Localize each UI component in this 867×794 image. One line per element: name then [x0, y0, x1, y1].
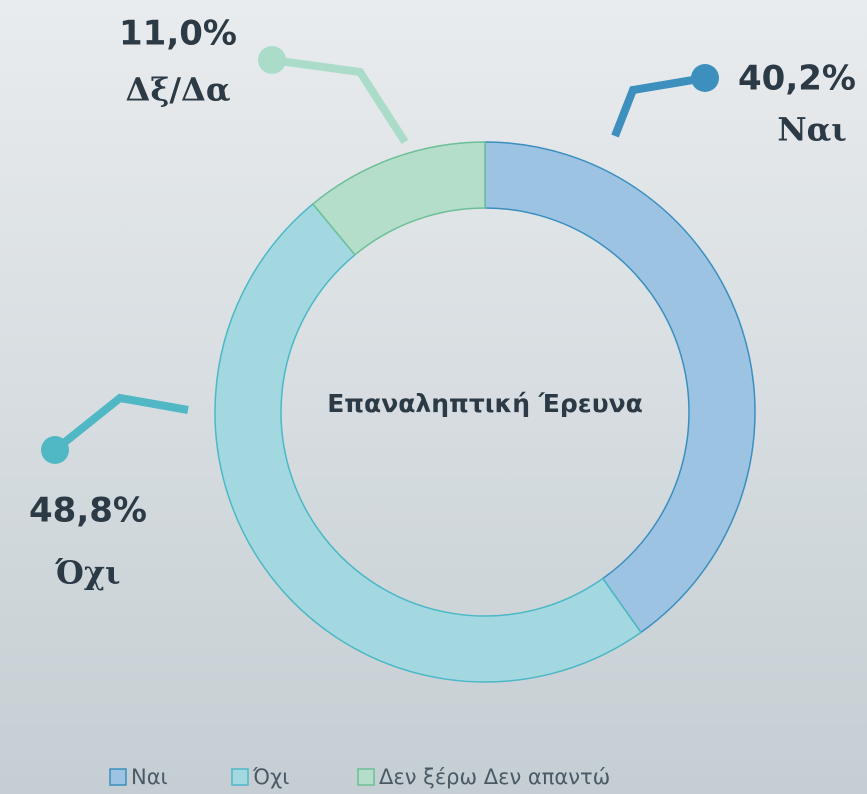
- callout-dot: [41, 436, 69, 464]
- donut-segment: [311, 141, 486, 256]
- value-label: 11,0%: [119, 14, 237, 54]
- callout-line: [52, 393, 189, 454]
- value-label: 48,8%: [29, 491, 147, 531]
- callout-dot: [258, 46, 286, 74]
- callout-dot: [691, 64, 719, 92]
- callout-label: Όχι: [55, 554, 121, 592]
- value-label: 40,2%: [738, 59, 856, 99]
- donut-segment: [214, 202, 642, 683]
- callout-line: [271, 56, 409, 145]
- legend-label: Όχι: [252, 765, 289, 789]
- legend-swatch: [231, 768, 249, 786]
- legend-label: Δεν ξέρω Δεν απαντώ: [379, 765, 610, 789]
- center-label: Επαναληπτική Έρευνα: [327, 389, 643, 418]
- callout-line: [611, 74, 706, 138]
- donut-segment: [484, 141, 756, 634]
- legend-swatch: [109, 768, 127, 786]
- callout-label: Δξ/Δα: [126, 71, 231, 109]
- legend-label: Ναι: [131, 765, 168, 789]
- callout-label: Ναι: [777, 111, 846, 149]
- legend-swatch: [357, 768, 375, 786]
